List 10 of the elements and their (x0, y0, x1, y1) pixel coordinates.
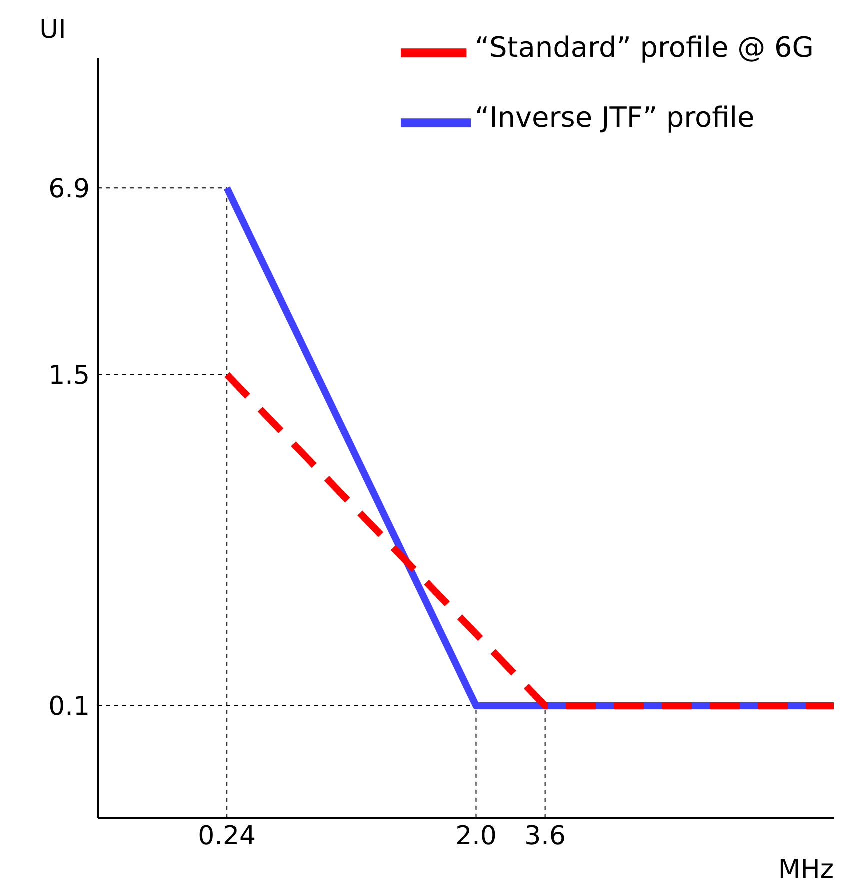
y-tick-label: 0.1 (48, 692, 90, 722)
x-axis-title: MHz (778, 855, 834, 885)
x-tick-label: 2.0 (456, 821, 497, 852)
x-tick-label: 3.6 (524, 821, 566, 852)
y-axis-title: UI (40, 15, 66, 45)
x-tick-label: 0.24 (198, 821, 256, 852)
y-tick-label: 6.9 (48, 174, 90, 204)
y-tick-label: 1.5 (48, 361, 90, 391)
legend-label: “Inverse JTF” profile (474, 101, 755, 134)
legend-label: “Standard” profile @ 6G (474, 31, 814, 64)
